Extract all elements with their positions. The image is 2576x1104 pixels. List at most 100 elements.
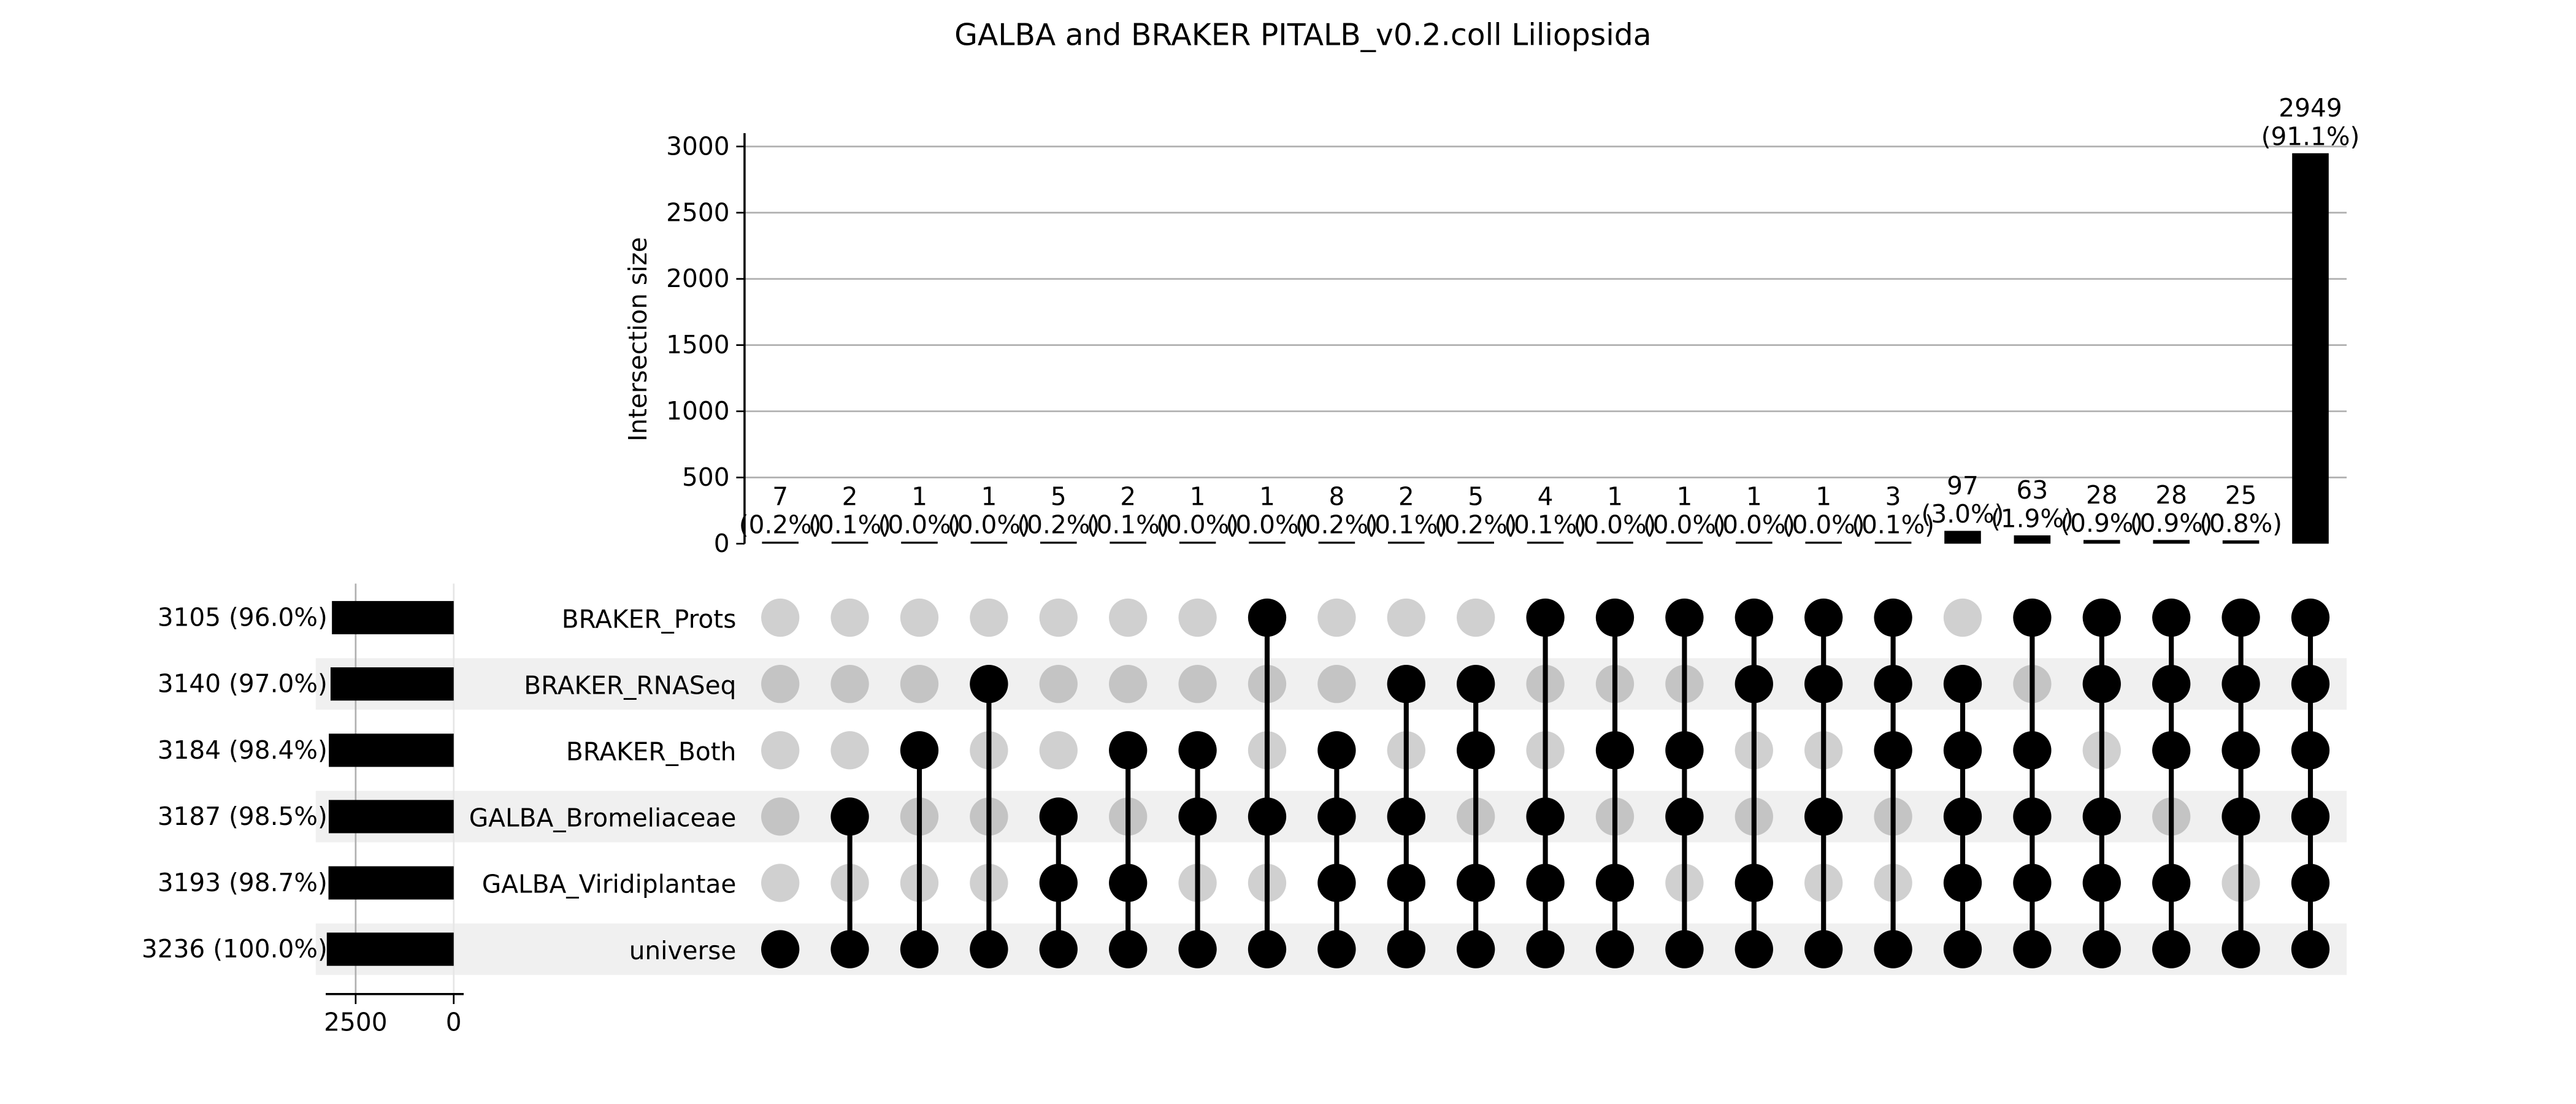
inactive-dot <box>761 731 800 770</box>
inactive-dot <box>1317 664 1356 703</box>
active-dot <box>1109 731 1148 770</box>
bar-percent-label: (0.2%) <box>739 510 822 540</box>
intersection-bar <box>2153 540 2190 544</box>
y-tick-label: 1000 <box>666 396 729 426</box>
active-dot <box>2291 864 2330 902</box>
active-dot <box>2152 598 2191 637</box>
bar-count-label: 1 <box>1607 482 1623 512</box>
set-size-label: 3184 (98.4%) <box>158 735 328 765</box>
intersection-bar <box>1666 542 1703 544</box>
bar-count-label: 4 <box>1538 482 1554 512</box>
intersection-bar <box>2083 540 2120 544</box>
set-name-label: BRAKER_Both <box>566 737 736 767</box>
bar-percent-label: (0.2%) <box>1017 510 1100 540</box>
set-name-label: BRAKER_RNASeq <box>524 670 736 700</box>
bar-count-label: 8 <box>1328 482 1344 512</box>
inactive-dot <box>900 664 939 703</box>
active-dot <box>1248 797 1287 836</box>
bar-count-label: 1 <box>1190 482 1206 512</box>
active-dot <box>1595 731 1635 770</box>
inactive-dot <box>1943 598 1982 637</box>
bar-percent-label: (0.1%) <box>1365 510 1447 540</box>
active-dot <box>2152 864 2191 902</box>
active-dot <box>1457 664 1495 703</box>
active-dot <box>1804 598 1843 637</box>
active-dot <box>2013 598 2052 637</box>
active-dot <box>900 930 939 968</box>
active-dot <box>1804 664 1843 703</box>
active-dot <box>1874 930 1912 968</box>
inactive-dot <box>761 797 800 836</box>
active-dot <box>1248 930 1287 968</box>
bar-count-label: 2 <box>842 482 858 512</box>
bar-percent-label: (0.0%) <box>1712 510 1795 540</box>
bar-count-label: 25 <box>2225 480 2257 510</box>
intersection-bar <box>1944 531 1981 544</box>
bar-percent-label: (0.0%) <box>1574 510 1657 540</box>
bar-percent-label: (91.1%) <box>2261 121 2360 151</box>
inactive-dot <box>900 598 939 637</box>
active-dot <box>1457 864 1495 902</box>
bar-count-label: 1 <box>1676 482 1692 512</box>
bar-percent-label: (0.0%) <box>1156 510 1239 540</box>
set-size-tick-label: 0 <box>446 1007 462 1037</box>
inactive-dot <box>830 664 869 703</box>
active-dot <box>1735 664 1773 703</box>
active-dot <box>1943 930 1982 968</box>
bar-count-label: 1 <box>1815 482 1831 512</box>
active-dot <box>2221 797 2260 836</box>
active-dot <box>1874 598 1912 637</box>
intersection-bar <box>1318 542 1355 544</box>
bar-count-label: 2 <box>1120 482 1136 512</box>
bar-count-label: 2 <box>1398 482 1414 512</box>
inactive-dot <box>1387 598 1425 637</box>
active-dot <box>1665 731 1704 770</box>
inactive-dot <box>761 864 800 902</box>
active-dot <box>1665 797 1704 836</box>
intersection-bar <box>1457 542 1494 544</box>
y-axis-label: Intersection size <box>623 237 653 441</box>
active-dot <box>1735 930 1773 968</box>
bar-percent-label: (0.1%) <box>1852 510 1934 540</box>
active-dot <box>1317 864 1356 902</box>
chart-title: GALBA and BRAKER PITALB_v0.2.coll Liliop… <box>954 18 1651 53</box>
active-dot <box>1178 797 1217 836</box>
intersection-bar <box>1387 542 1425 544</box>
bar-percent-label: (0.9%) <box>2130 508 2213 538</box>
active-dot <box>2221 930 2260 968</box>
bar-count-label: 1 <box>1746 482 1762 512</box>
active-dot <box>2013 864 2052 902</box>
y-tick-label: 2000 <box>666 264 729 293</box>
active-dot <box>1943 664 1982 703</box>
bar-percent-label: (0.1%) <box>1504 510 1587 540</box>
active-dot <box>1317 797 1356 836</box>
active-dot <box>970 930 1008 968</box>
active-dot <box>1874 664 1912 703</box>
active-dot <box>1039 930 1078 968</box>
active-dot <box>2221 598 2260 637</box>
active-dot <box>1039 864 1078 902</box>
bar-count-label: 3 <box>1885 482 1901 512</box>
active-dot <box>1665 598 1704 637</box>
active-dot <box>2082 664 2121 703</box>
bar-percent-label: (0.0%) <box>878 510 961 540</box>
active-dot <box>900 731 939 770</box>
bar-count-label: 28 <box>2155 480 2187 510</box>
set-size-bar <box>329 734 454 767</box>
intersection-bar <box>831 542 868 544</box>
active-dot <box>1735 598 1773 637</box>
inactive-dot <box>1109 664 1148 703</box>
bar-percent-label: (0.0%) <box>1643 510 1726 540</box>
inactive-dot <box>1109 598 1148 637</box>
active-dot <box>2152 930 2191 968</box>
set-name-label: GALBA_Viridiplantae <box>482 870 737 899</box>
active-dot <box>1039 797 1078 836</box>
intersection-bar <box>2014 535 2051 544</box>
active-dot <box>2082 598 2121 637</box>
inactive-dot <box>970 598 1008 637</box>
intersection-bar <box>901 542 938 544</box>
bar-percent-label: (0.1%) <box>808 510 891 540</box>
active-dot <box>1387 864 1425 902</box>
